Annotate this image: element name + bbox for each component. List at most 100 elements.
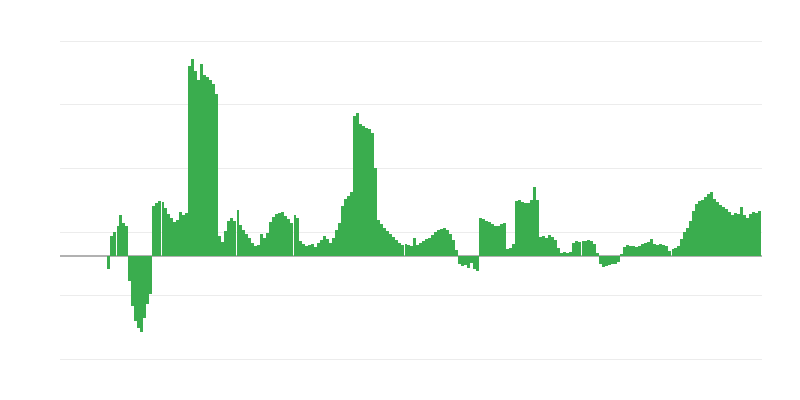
bar [545,238,548,256]
bar [239,225,242,256]
bar [485,221,488,256]
bar [506,249,509,256]
bar [266,233,269,256]
bar [383,228,386,256]
bar [284,216,287,256]
bar [683,232,686,256]
bar [677,246,680,256]
bar [230,218,233,256]
gridline [60,359,762,360]
bar [470,256,473,263]
bar [512,244,515,256]
bar [455,250,458,256]
bar [237,210,239,256]
bar [674,248,677,256]
bar [473,256,476,269]
bar [294,215,296,256]
bar [582,241,584,256]
bar [527,203,530,256]
bar [548,235,551,256]
bar [422,241,425,256]
bar [200,64,203,256]
bar [263,238,266,256]
bar [143,256,146,318]
gridline [60,168,762,169]
bar [641,244,644,256]
bar [110,236,113,256]
bar [518,200,521,256]
bar [182,215,185,256]
bar [311,244,314,256]
bar [389,234,392,256]
bar [278,213,281,256]
bar [533,187,536,256]
bar [551,237,554,256]
bar [440,229,443,256]
bar [125,226,128,256]
bar [755,213,758,256]
bar [323,236,326,256]
bar [758,211,761,256]
bar [500,224,503,256]
bar [725,209,728,256]
bar [146,256,149,304]
bar [431,235,434,256]
bar [704,197,707,256]
gridline [60,295,762,296]
bar [584,241,587,256]
bar [626,245,629,256]
bar [608,256,611,265]
bar [620,254,623,256]
bar [362,126,365,256]
bar [449,234,452,256]
bar [131,256,134,306]
bar [494,226,497,256]
bar [326,239,329,256]
bar [635,247,638,256]
bar [122,223,125,256]
bar [623,247,626,256]
bar [281,212,284,256]
bar [479,218,482,256]
bar [521,202,524,256]
bar [488,222,491,256]
bar [746,218,749,256]
bar [443,228,446,256]
bar [644,243,647,256]
bar [602,256,605,267]
bar [140,256,143,332]
bar [530,200,533,256]
bar [467,256,470,268]
bar [287,219,290,256]
bar [302,244,305,256]
bar [539,237,542,256]
bar [332,238,335,256]
bar [194,71,197,256]
bar [134,256,137,321]
bar [398,243,401,256]
bar [599,256,602,264]
bar [419,243,422,256]
gridline [60,104,762,105]
bar [233,221,236,256]
bar [353,116,356,256]
bar [692,211,695,256]
bar [650,239,653,256]
bar [359,124,362,256]
bar [632,246,635,256]
bar [356,113,359,256]
bar [611,256,614,264]
bar [117,226,119,256]
bar [437,230,440,256]
bar [212,84,215,256]
bar [119,215,122,256]
bar [155,203,158,256]
bar [242,230,245,256]
bar [752,212,755,256]
bar [260,234,263,256]
bar [743,215,746,256]
bar [614,256,617,264]
bar [662,245,665,256]
bar [149,256,152,294]
